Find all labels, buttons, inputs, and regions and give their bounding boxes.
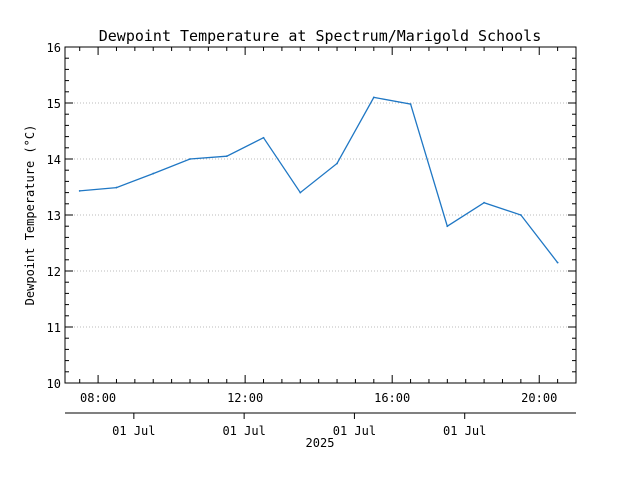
y-axis-label: Dewpoint Temperature (°C) <box>23 125 37 306</box>
data-point <box>409 103 412 106</box>
date-tick-label: 01 Jul <box>112 424 155 438</box>
y-tick-label: 14 <box>47 153 61 167</box>
date-tick-label: 01 Jul <box>333 424 376 438</box>
data-point <box>152 172 155 175</box>
x-tick-labels: 08:00 12:00 16:00 20:00 <box>80 391 557 405</box>
y-tick-label: 10 <box>47 377 61 391</box>
data-point <box>372 96 375 99</box>
y-tick-label: 12 <box>47 265 61 279</box>
y-tick-labels: 10 11 12 13 14 15 16 <box>47 41 61 391</box>
data-point <box>225 155 228 158</box>
date-tick-label: 01 Jul <box>443 424 486 438</box>
year-label: 2025 <box>306 436 335 450</box>
date-tick-label: 01 Jul <box>222 424 265 438</box>
data-point <box>189 158 191 160</box>
data-point <box>336 162 338 165</box>
data-point <box>78 190 81 192</box>
data-point <box>519 214 522 216</box>
plot-axes <box>64 46 577 384</box>
y-tick-label: 15 <box>47 97 61 111</box>
data-point <box>262 136 265 139</box>
data-point <box>556 261 559 264</box>
series-layer <box>78 96 559 264</box>
data-point <box>299 191 302 194</box>
x-tick-label: 08:00 <box>80 391 116 405</box>
grid-lines <box>65 102 576 328</box>
data-point <box>115 186 118 189</box>
y-tick-label: 13 <box>47 209 61 223</box>
date-axis: 01 Jul 01 Jul 01 Jul 01 Jul <box>65 412 576 438</box>
y-tick-label: 16 <box>47 41 61 55</box>
chart-title: Dewpoint Temperature at Spectrum/Marigol… <box>99 27 542 45</box>
x-tick-label: 16:00 <box>374 391 410 405</box>
x-tick-label: 20:00 <box>521 391 557 405</box>
data-point <box>483 201 485 204</box>
data-point <box>446 225 449 228</box>
series-line-0 <box>79 96 559 263</box>
y-tick-label: 11 <box>47 321 61 335</box>
x-tick-label: 12:00 <box>227 391 263 405</box>
